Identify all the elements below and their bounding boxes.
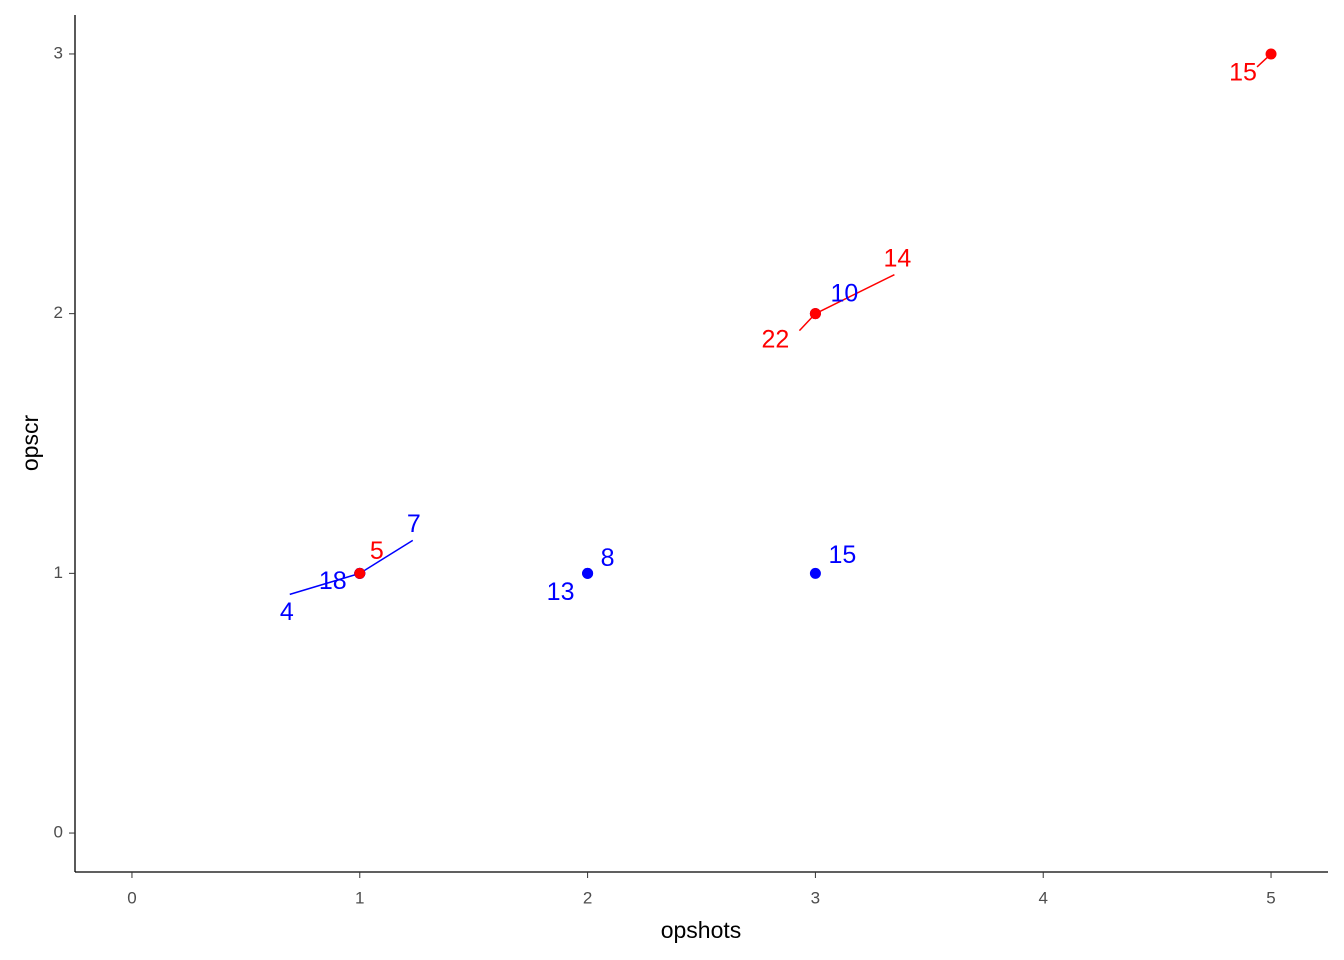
point-label: 8 bbox=[601, 544, 615, 572]
x-tick-label: 1 bbox=[355, 888, 364, 907]
x-tick-label: 4 bbox=[1038, 888, 1047, 907]
point-label: 15 bbox=[829, 541, 857, 569]
x-tick-label: 3 bbox=[811, 888, 820, 907]
point-label: 18 bbox=[319, 567, 347, 595]
x-axis-title: opshots bbox=[661, 917, 742, 943]
point-label: 4 bbox=[280, 598, 294, 626]
y-tick-label: 2 bbox=[54, 303, 63, 322]
label-leader bbox=[815, 273, 895, 315]
label-leader bbox=[289, 572, 360, 596]
point-label: 7 bbox=[407, 510, 421, 538]
x-tick-label: 2 bbox=[583, 888, 592, 907]
point bbox=[809, 308, 821, 320]
point bbox=[1265, 48, 1277, 60]
point-label: 22 bbox=[762, 325, 790, 353]
y-tick-label: 1 bbox=[54, 563, 63, 582]
y-tick-label: 3 bbox=[54, 43, 63, 62]
point bbox=[354, 567, 366, 579]
point-label: 15 bbox=[1229, 59, 1257, 87]
x-tick-label: 5 bbox=[1266, 888, 1275, 907]
point bbox=[582, 567, 594, 579]
point-label: 13 bbox=[547, 578, 575, 606]
y-tick-label: 0 bbox=[54, 823, 63, 842]
point-label: 10 bbox=[831, 279, 859, 307]
x-tick-label: 0 bbox=[127, 888, 136, 907]
y-axis-title: opscr bbox=[17, 415, 43, 472]
point bbox=[809, 567, 821, 579]
label-leader bbox=[359, 539, 414, 574]
point-label: 14 bbox=[884, 244, 912, 272]
point-label: 5 bbox=[370, 537, 384, 565]
